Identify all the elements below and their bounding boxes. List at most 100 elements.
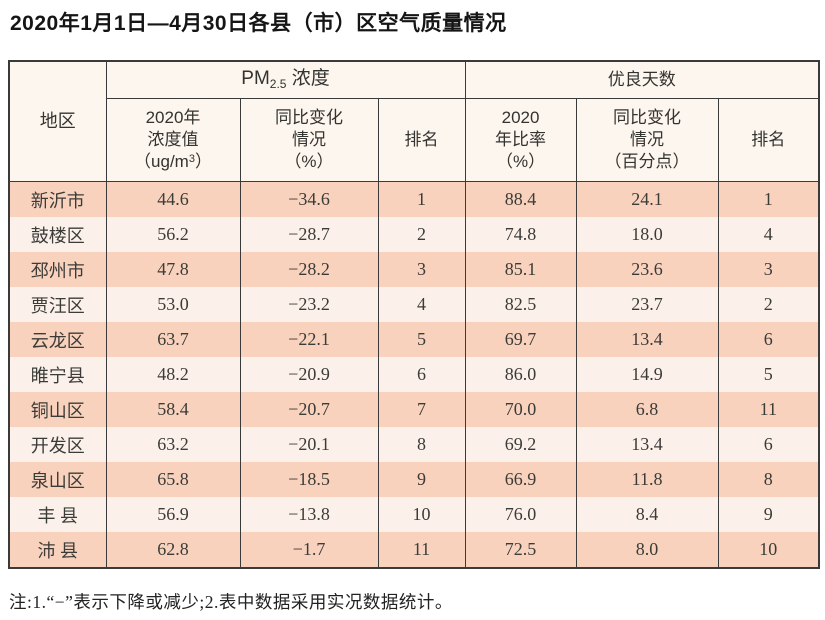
cell-ratio-change: 8.4 xyxy=(575,497,719,532)
table-row: 云龙区 63.7 −22.1 5 69.7 13.4 6 xyxy=(8,322,820,357)
cell-pm-rank: 3 xyxy=(377,252,466,287)
page-title: 2020年1月1日—4月30日各县（市）区空气质量情况 xyxy=(10,12,507,35)
cell-pm-change: −20.7 xyxy=(239,392,379,427)
cell-ratio: 70.0 xyxy=(464,392,577,427)
cell-pm-rank: 4 xyxy=(377,287,466,322)
cell-pm-value: 56.2 xyxy=(105,217,241,252)
cell-ratio-change: 23.7 xyxy=(575,287,719,322)
header-pm-group: PM2.5 浓度 xyxy=(105,61,466,99)
cell-pm-rank: 6 xyxy=(377,357,466,392)
cell-pm-value: 62.8 xyxy=(105,532,241,568)
cell-pm-rank: 11 xyxy=(377,532,466,568)
cell-pm-rank: 10 xyxy=(377,497,466,532)
cell-pm-rank: 2 xyxy=(377,217,466,252)
cell-region: 贾汪区 xyxy=(8,287,107,322)
cell-ratio-rank: 3 xyxy=(717,252,820,287)
cell-ratio-rank: 5 xyxy=(717,357,820,392)
cell-region: 沛 县 xyxy=(8,532,107,568)
table-row: 鼓楼区 56.2 −28.7 2 74.8 18.0 4 xyxy=(8,217,820,252)
cell-ratio: 85.1 xyxy=(464,252,577,287)
cell-ratio-change: 6.8 xyxy=(575,392,719,427)
cell-ratio-change: 18.0 xyxy=(575,217,719,252)
table-body: 新沂市 44.6 −34.6 1 88.4 24.1 1 鼓楼区 56.2 −28.7 2 74.8 1… xyxy=(8,181,820,568)
cell-region: 睢宁县 xyxy=(8,357,107,392)
unit-superscript: 3 xyxy=(188,152,195,165)
header-pm-rank: 排名 xyxy=(377,98,466,182)
cell-ratio: 86.0 xyxy=(464,357,577,392)
table-row: 开发区 63.2 −20.1 8 69.2 13.4 6 xyxy=(8,427,820,462)
table-row: 邳州市 47.8 −28.2 3 85.1 23.6 3 xyxy=(8,252,820,287)
cell-ratio-rank: 10 xyxy=(717,532,820,568)
cell-ratio: 76.0 xyxy=(464,497,577,532)
pm-label: PM xyxy=(241,68,270,90)
cell-pm-value: 53.0 xyxy=(105,287,241,322)
cell-pm-value: 65.8 xyxy=(105,462,241,497)
header-line: （ug/m3） xyxy=(107,151,240,173)
table-row: 丰 县 56.9 −13.8 10 76.0 8.4 9 xyxy=(8,497,820,532)
header-line: 情况 xyxy=(292,130,326,150)
cell-ratio: 66.9 xyxy=(464,462,577,497)
header-group-row: 地区 PM2.5 浓度 优良天数 xyxy=(8,61,820,182)
cell-pm-change: −13.8 xyxy=(239,497,379,532)
cell-pm-change: −34.6 xyxy=(239,181,379,217)
table-row: 新沂市 44.6 −34.6 1 88.4 24.1 1 xyxy=(8,181,820,217)
cell-pm-change: −23.2 xyxy=(239,287,379,322)
pm-suffix: 浓度 xyxy=(286,68,330,90)
header-line: 年比率 xyxy=(495,130,547,150)
header-line: 同比变化 xyxy=(275,108,343,128)
header-line: 2020 xyxy=(501,108,540,128)
cell-pm-value: 63.2 xyxy=(105,427,241,462)
header-ratio-change: 同比变化 情况 （百分点） xyxy=(575,98,719,182)
header-line: （百分点） xyxy=(604,151,690,171)
header-line: 情况 xyxy=(630,130,665,150)
cell-pm-change: −28.2 xyxy=(239,252,379,287)
cell-ratio-rank: 1 xyxy=(717,181,820,217)
cell-region: 云龙区 xyxy=(8,322,107,357)
cell-ratio-rank: 2 xyxy=(717,287,820,322)
header-line: 同比变化 xyxy=(613,108,682,128)
cell-ratio-change: 14.9 xyxy=(575,357,719,392)
cell-pm-rank: 1 xyxy=(377,181,466,217)
header-line: 2020年 xyxy=(145,108,201,128)
cell-pm-value: 44.6 xyxy=(105,181,241,217)
header-ratio: 2020 年比率 （%） xyxy=(464,98,577,182)
cell-ratio-change: 8.0 xyxy=(575,532,719,568)
header-good-days-group: 优良天数 xyxy=(464,61,820,99)
cell-ratio-rank: 11 xyxy=(717,392,820,427)
cell-pm-change: −20.9 xyxy=(239,357,379,392)
table-row: 泉山区 65.8 −18.5 9 66.9 11.8 8 xyxy=(8,462,820,497)
table-row: 铜山区 58.4 −20.7 7 70.0 6.8 11 xyxy=(8,392,820,427)
header-line: （%） xyxy=(495,151,546,171)
cell-ratio: 69.2 xyxy=(464,427,577,462)
cell-pm-value: 47.8 xyxy=(105,252,241,287)
cell-pm-change: −1.7 xyxy=(239,532,379,568)
cell-ratio-change: 13.4 xyxy=(575,427,719,462)
footnote: 注:1.“−”表示下降或减少;2.表中数据采用实况数据统计。 xyxy=(9,592,453,612)
cell-ratio: 74.8 xyxy=(464,217,577,252)
cell-ratio: 72.5 xyxy=(464,532,577,568)
cell-pm-value: 58.4 xyxy=(105,392,241,427)
table-row: 睢宁县 48.2 −20.9 6 86.0 14.9 5 xyxy=(8,357,820,392)
cell-ratio: 88.4 xyxy=(464,181,577,217)
cell-ratio-change: 23.6 xyxy=(575,252,719,287)
cell-pm-value: 56.9 xyxy=(105,497,241,532)
header-line: （%） xyxy=(284,151,334,171)
cell-region: 鼓楼区 xyxy=(8,217,107,252)
cell-pm-rank: 7 xyxy=(377,392,466,427)
cell-ratio-rank: 4 xyxy=(717,217,820,252)
cell-pm-rank: 5 xyxy=(377,322,466,357)
cell-pm-rank: 8 xyxy=(377,427,466,462)
header-ratio-rank: 排名 xyxy=(717,98,820,182)
cell-pm-change: −18.5 xyxy=(239,462,379,497)
cell-region: 邳州市 xyxy=(8,252,107,287)
cell-pm-rank: 9 xyxy=(377,462,466,497)
cell-ratio: 69.7 xyxy=(464,322,577,357)
air-quality-table: 地区 PM2.5 浓度 优良天数 2020年 浓度值 （ug/m3） 同比变化 … xyxy=(8,60,821,569)
cell-region: 新沂市 xyxy=(8,181,107,217)
cell-ratio-change: 24.1 xyxy=(575,181,719,217)
cell-region: 丰 县 xyxy=(8,497,107,532)
cell-ratio-rank: 9 xyxy=(717,497,820,532)
unit-suffix: ） xyxy=(194,151,212,171)
cell-pm-change: −20.1 xyxy=(239,427,379,462)
